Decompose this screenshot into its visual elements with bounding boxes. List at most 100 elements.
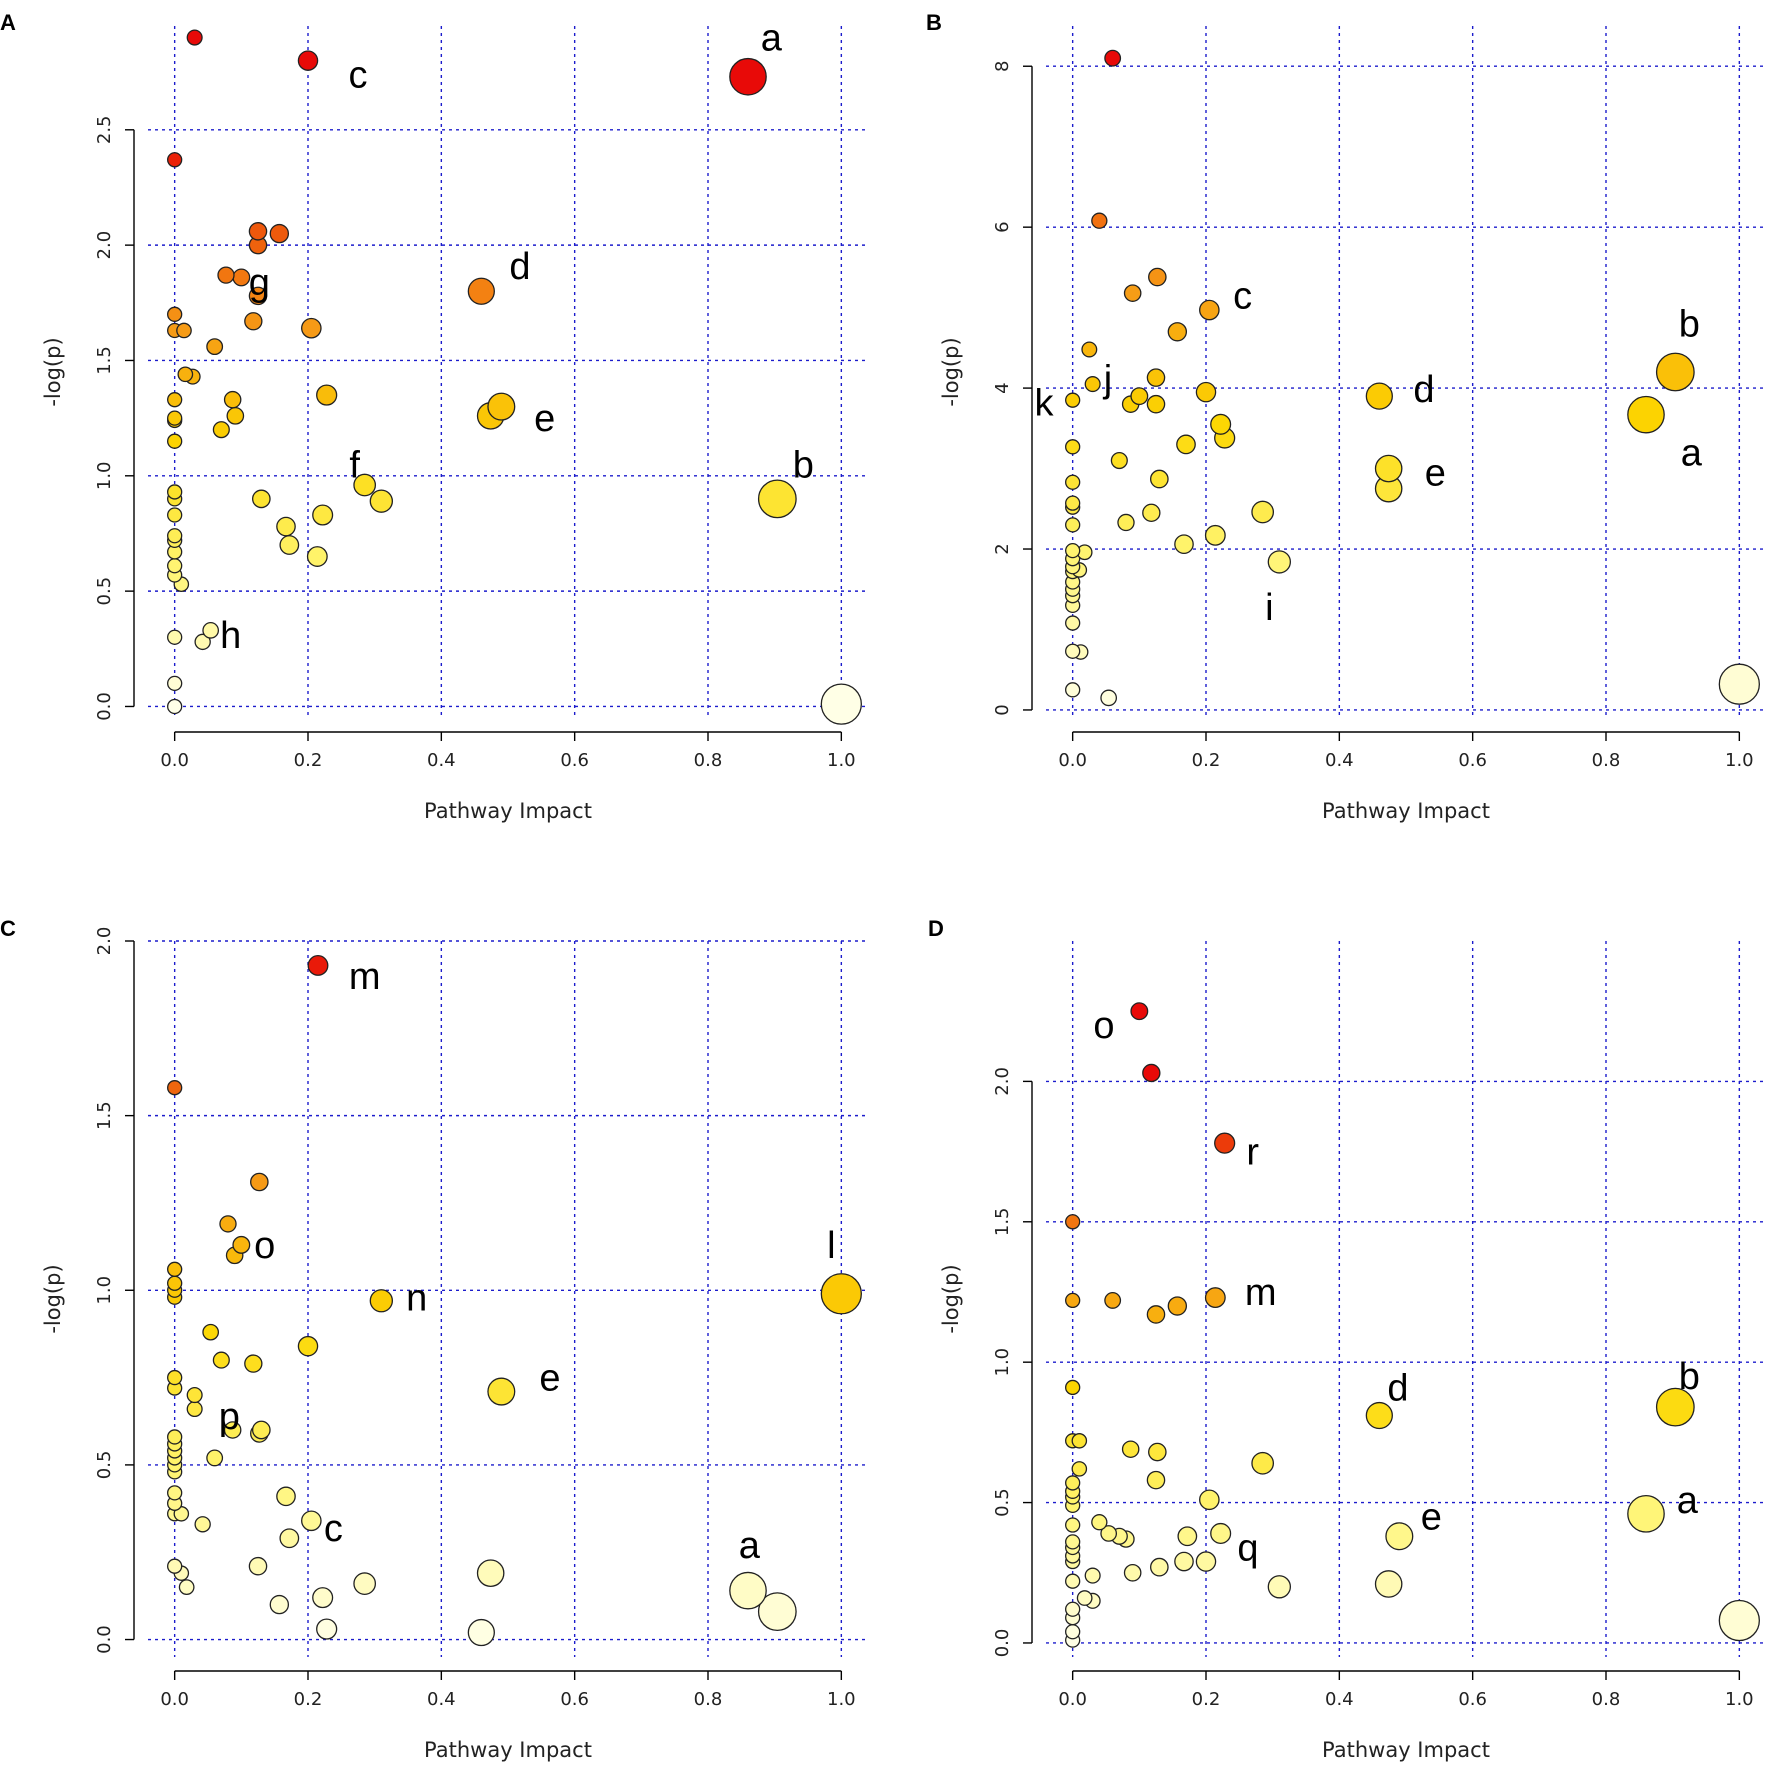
data-point	[194, 633, 211, 651]
data-point	[167, 698, 183, 715]
y-tick-label: 2.5	[94, 115, 115, 144]
panel-letter-d: D	[928, 916, 944, 941]
data-point	[353, 473, 377, 497]
data-point	[307, 955, 329, 976]
annotation-label: b	[1679, 304, 1700, 346]
y-tick-label: 0	[992, 704, 1013, 715]
annotation-label: p	[219, 1396, 240, 1438]
data-point	[1627, 395, 1665, 434]
annotation-label: b	[793, 444, 814, 486]
data-point	[212, 421, 230, 439]
data-point	[167, 392, 183, 408]
data-point	[167, 484, 183, 500]
data-point	[1174, 1551, 1194, 1572]
data-point	[1167, 322, 1188, 342]
data-point	[1065, 1517, 1081, 1533]
data-point	[167, 675, 183, 692]
data-point	[1081, 341, 1098, 358]
data-point	[1065, 474, 1081, 490]
data-point	[1146, 1305, 1166, 1324]
data-point	[297, 50, 319, 71]
data-point	[1084, 376, 1101, 393]
annotation-label: h	[220, 615, 241, 657]
data-point	[1065, 1292, 1081, 1309]
data-point	[353, 1572, 377, 1596]
annotation-label: o	[1093, 1005, 1114, 1047]
data-point	[1084, 1567, 1101, 1584]
data-point	[1130, 387, 1149, 406]
y-tick-label: 2.0	[94, 927, 115, 956]
data-point	[1065, 643, 1081, 659]
annotation-label: l	[827, 1225, 835, 1267]
data-point	[1146, 394, 1166, 414]
data-point	[1142, 503, 1161, 522]
data-point	[1149, 469, 1169, 489]
data-point	[1130, 1002, 1149, 1021]
annotation-label: c	[349, 54, 368, 96]
data-point	[1065, 1534, 1081, 1550]
data-point	[1104, 49, 1122, 67]
annotation-label: d	[1387, 1367, 1408, 1409]
y-tick-label: 0.5	[94, 1451, 115, 1480]
annotation-label: q	[1237, 1527, 1258, 1569]
y-tick-label: 1.0	[94, 461, 115, 490]
panel-d: D 0.0 0.2 0.4 0.6 0.8 1.0 0.0 0.5 1.0 1.5 2.0 Pathw…	[928, 916, 1766, 1762]
data-point	[269, 223, 290, 244]
data-point	[1071, 1433, 1088, 1449]
y-tick-label: 6	[992, 221, 1013, 232]
annotation-label: m	[1245, 1272, 1277, 1314]
annotation-label: b	[1679, 1356, 1700, 1398]
data-point	[487, 1377, 516, 1406]
data-point	[1065, 1624, 1081, 1640]
data-point	[1627, 1494, 1665, 1533]
x-tick-label: 0.4	[1325, 750, 1354, 771]
data-point	[1123, 1563, 1142, 1582]
data-point	[757, 1592, 797, 1631]
annotation-label: e	[534, 398, 555, 440]
data-point	[167, 507, 183, 523]
x-tick-label: 0.6	[1458, 750, 1487, 771]
data-point	[1655, 1387, 1695, 1427]
y-tick-label: 4	[992, 382, 1013, 393]
data-point	[202, 621, 220, 639]
data-point	[276, 1486, 296, 1507]
data-point	[1146, 1470, 1166, 1490]
y-tick-label: 0.0	[992, 1629, 1013, 1658]
data-point	[301, 1510, 322, 1532]
data-point	[177, 366, 194, 383]
data-point	[1121, 1440, 1140, 1459]
y-tick-label: 0.0	[94, 692, 115, 721]
y-tick-label: 2	[992, 543, 1013, 554]
y-tick-label: 0.0	[94, 1625, 115, 1654]
data-point	[232, 268, 251, 287]
data-point	[1210, 1522, 1232, 1544]
y-tick-label: 8	[992, 61, 1013, 72]
data-point	[1065, 615, 1081, 631]
data-point	[1065, 495, 1081, 511]
data-point	[176, 322, 192, 339]
annotation-label: i	[1265, 587, 1273, 629]
data-point	[244, 312, 263, 331]
annotation-label: r	[1246, 1132, 1259, 1174]
data-point	[1065, 517, 1081, 533]
data-point	[167, 1485, 183, 1501]
data-point	[1091, 212, 1108, 229]
data-point	[1100, 689, 1118, 707]
data-point	[279, 535, 300, 555]
data-point	[1065, 542, 1081, 559]
y-tick-label: 1.5	[94, 1101, 115, 1130]
data-point	[1267, 1575, 1292, 1599]
data-point	[1251, 1451, 1275, 1475]
annotation-label: m	[349, 956, 381, 998]
data-point	[369, 1289, 394, 1313]
data-point	[301, 317, 322, 339]
annotation-label: g	[249, 262, 270, 304]
data-point	[167, 306, 183, 322]
data-point	[1655, 352, 1695, 392]
y-tick-label: 1.5	[94, 346, 115, 375]
data-point	[312, 1587, 334, 1609]
x-tick-label: 0.4	[427, 750, 456, 771]
y-tick-label: 2.0	[94, 231, 115, 260]
data-point	[244, 1354, 263, 1373]
x-tick-label: 0.6	[560, 1689, 589, 1710]
